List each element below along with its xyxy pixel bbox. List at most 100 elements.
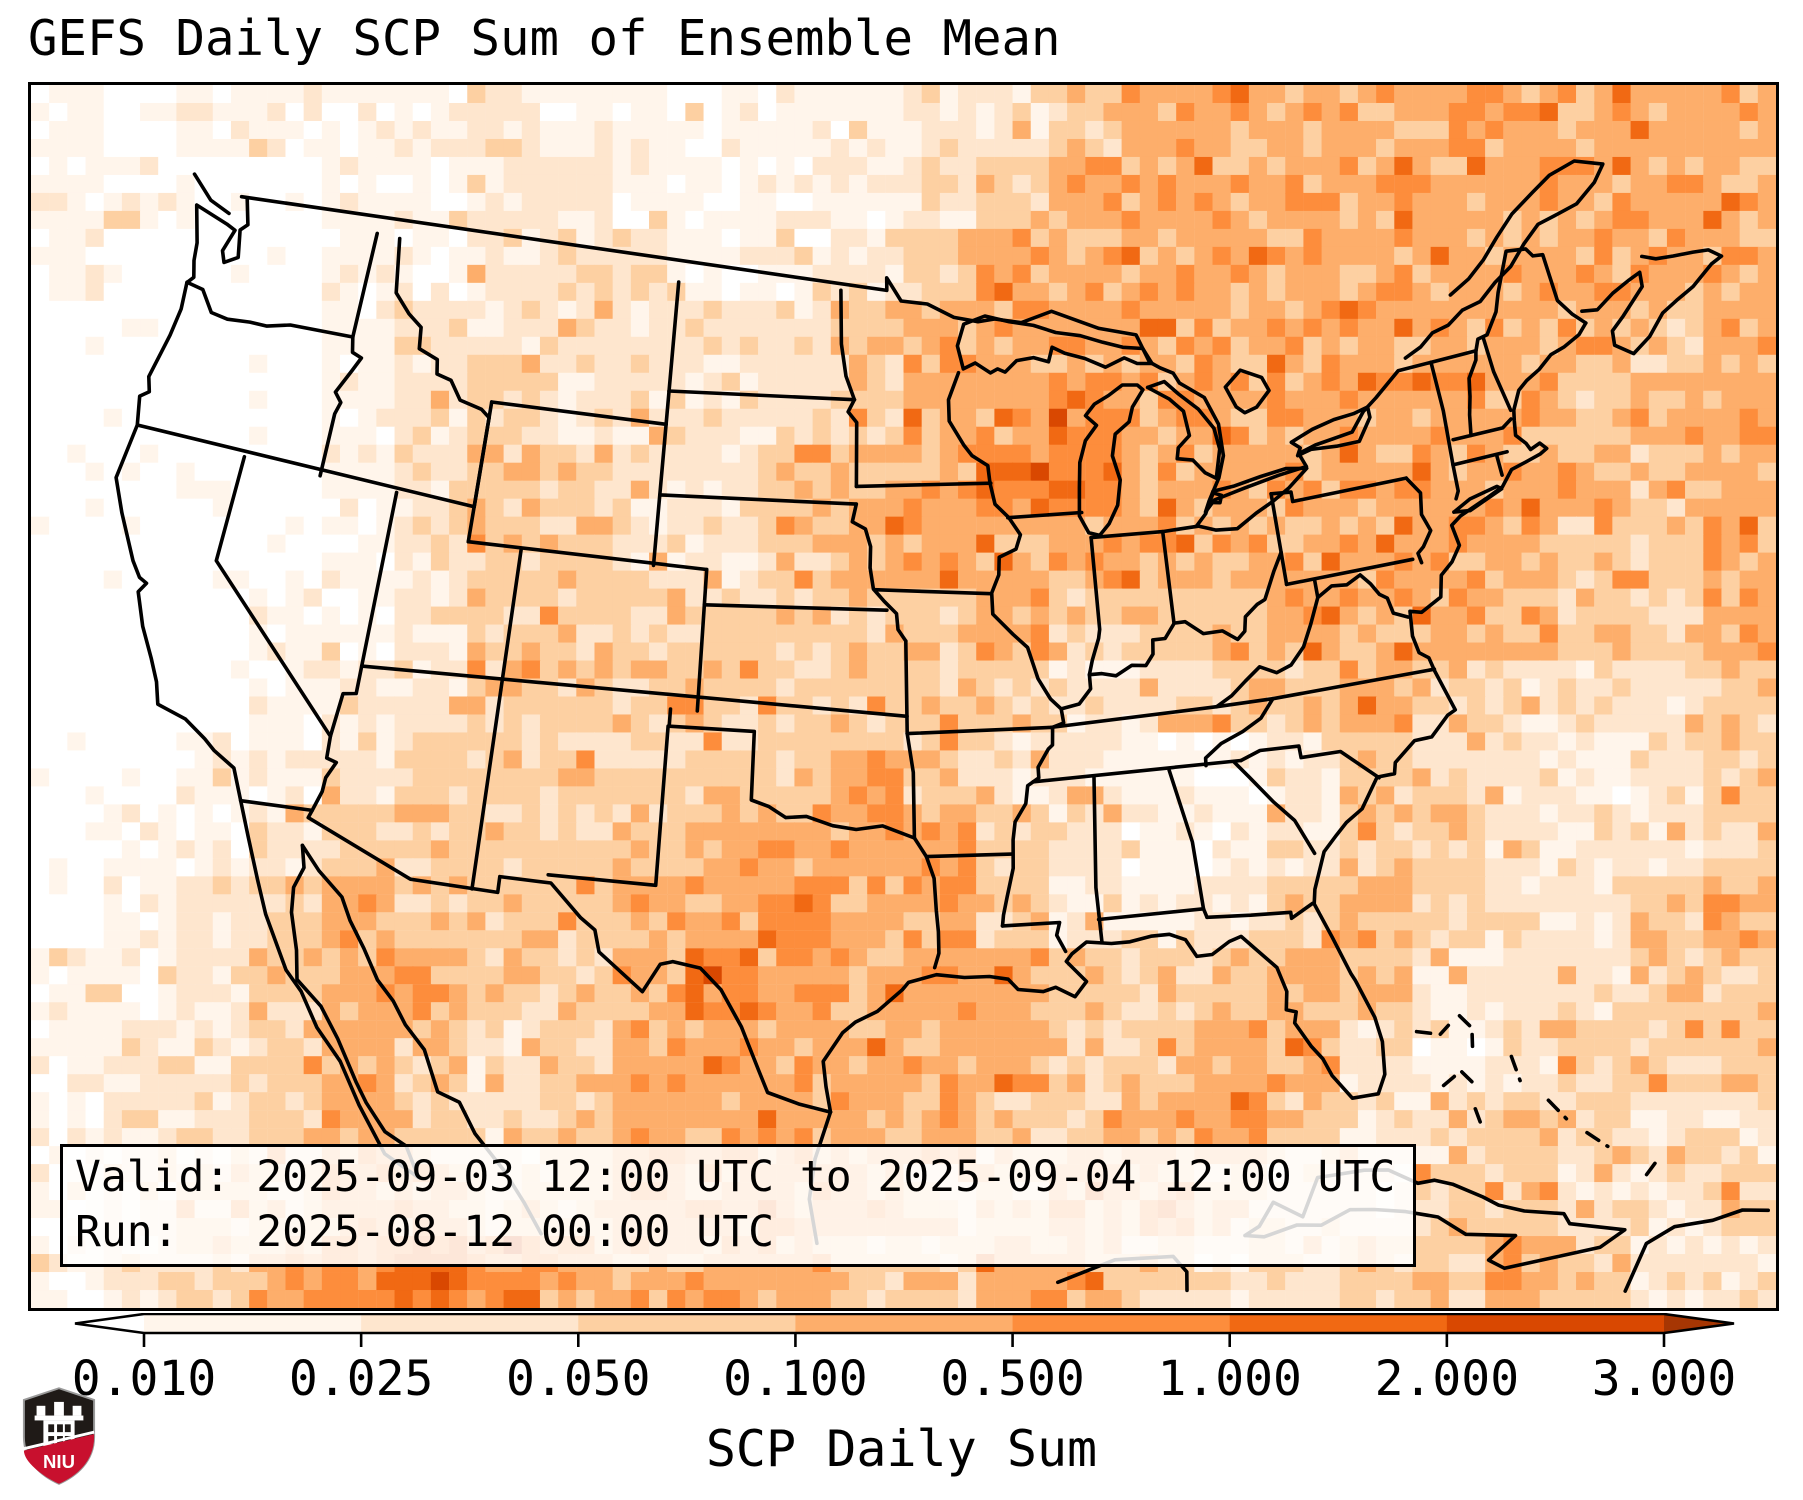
map-feature-bahamas-eleuthera bbox=[1509, 1054, 1522, 1083]
map-feature-mi-in-oh-line bbox=[1089, 524, 1200, 540]
map-feature-mason-dixon bbox=[1284, 557, 1415, 587]
map-feature-bahamas-longisland bbox=[1546, 1098, 1569, 1121]
map-feature-oh-pa-border bbox=[1269, 492, 1289, 587]
map-feature-mn-nd-red-river bbox=[839, 288, 857, 402]
map-feature-id-mt-border bbox=[394, 236, 491, 420]
map-feature-ne-ks-border bbox=[702, 603, 889, 612]
map-feature-wv-va-border bbox=[1214, 595, 1320, 709]
map-feature-canada-border bbox=[239, 194, 1588, 514]
map-feature-bahamas-grand bbox=[1414, 1023, 1451, 1037]
colorbar-under-arrow bbox=[75, 1314, 144, 1333]
map-borders-svg bbox=[114, 159, 1770, 1293]
map-feature-parallel-42 bbox=[135, 423, 476, 509]
run-time-text: Run: 2025-08-12 00:00 UTC bbox=[75, 1207, 774, 1257]
colorbar-tick-labels: 0.010 0.025 0.050 0.100 0.500 1.000 2.000 3.000 bbox=[0, 1351, 1803, 1411]
map-feature-ok-east bbox=[905, 731, 917, 840]
map-feature-bahamas-andros bbox=[1441, 1069, 1476, 1088]
map-feature-wy-north bbox=[489, 400, 668, 427]
colorbar-tick-label: 2.000 bbox=[1374, 1351, 1520, 1407]
colorbar-segment bbox=[144, 1314, 362, 1333]
map-feature-parallel-41 bbox=[466, 539, 709, 572]
map-feature-ms-la-border bbox=[1000, 920, 1068, 954]
map-feature-mn-ia-border bbox=[854, 481, 993, 489]
map-feature-ga-al-border bbox=[1167, 768, 1209, 920]
colorbar-tick-label: 0.100 bbox=[723, 1351, 868, 1407]
scp-heatmap-canvas bbox=[31, 85, 1776, 1308]
map-feature-potomac bbox=[1312, 573, 1411, 619]
colorbar-tick-label: 0.500 bbox=[940, 1351, 1085, 1407]
map-feature-mo-ar-border bbox=[905, 725, 1053, 736]
map-feature-nv-ut-az-border bbox=[328, 490, 399, 739]
map-feature-nova-scotia-coast bbox=[1580, 248, 1724, 356]
map-feature-or-id-border bbox=[318, 335, 364, 478]
map-feature-georgian-bay bbox=[1223, 368, 1271, 415]
map-feature-wa-id-border bbox=[351, 231, 379, 339]
figure-title: GEFS Daily SCP Sum of Ensemble Mean bbox=[28, 10, 1061, 67]
niu-logo-text: NIU bbox=[43, 1451, 75, 1472]
colorbar-segment bbox=[1229, 1314, 1448, 1333]
map-feature-ga-sc-border bbox=[1232, 760, 1317, 856]
map-feature-bahamas-exuma bbox=[1473, 1107, 1485, 1132]
colorbar-segment bbox=[795, 1314, 1014, 1333]
map-feature-la-ar-border bbox=[924, 852, 1014, 859]
colorbar-title: SCP Daily Sum bbox=[705, 1420, 1098, 1478]
map-feature-bahamas-abaco bbox=[1457, 1014, 1475, 1049]
map-feature-ia-mo-border bbox=[872, 587, 993, 596]
map-feature-bahamas-crooked bbox=[1585, 1130, 1610, 1149]
map-feature-lake-erie bbox=[1195, 466, 1309, 532]
map-feature-vt-nh-border bbox=[1467, 348, 1478, 438]
valid-time-text: Valid: 2025-09-03 12:00 UTC to 2025-09-0… bbox=[75, 1152, 1396, 1202]
colorbar-tick-label: 0.010 bbox=[71, 1351, 217, 1407]
colorbar-segment bbox=[1446, 1314, 1665, 1333]
map-feature-nc-sc-border bbox=[1239, 744, 1381, 780]
map-feature-wi-il-border bbox=[1006, 510, 1084, 520]
map-feature-ut-co-border bbox=[499, 548, 523, 692]
map-feature-ma-north bbox=[1451, 417, 1513, 442]
map-feature-lake-ontario bbox=[1289, 405, 1372, 458]
map-feature-lake-huron bbox=[1145, 379, 1222, 480]
map-feature-turks bbox=[1644, 1158, 1659, 1177]
map-feature-co-east bbox=[695, 567, 709, 713]
map-feature-mt-nd-east bbox=[664, 280, 681, 427]
map-feature-mo-west bbox=[904, 639, 909, 736]
map-feature-missouri-river bbox=[850, 502, 908, 643]
colorbar-tick-label: 3.000 bbox=[1591, 1351, 1737, 1407]
colorbar-over-arrow bbox=[1664, 1314, 1734, 1333]
map-feature-west-coast bbox=[114, 196, 250, 803]
map-panel bbox=[28, 82, 1779, 1311]
map-feature-ct-ri-border bbox=[1494, 452, 1504, 477]
map-feature-lake-michigan bbox=[1077, 383, 1145, 538]
map-feature-al-fl-border bbox=[1096, 907, 1206, 922]
map-feature-lake-superior bbox=[955, 314, 1154, 375]
map-feature-mn-sd-border bbox=[846, 397, 859, 489]
map-feature-vancouver-island bbox=[192, 172, 231, 216]
map-feature-ny-east bbox=[1429, 360, 1460, 501]
map-feature-pa-north bbox=[1269, 476, 1408, 504]
map-feature-ok-panhandle-red-river bbox=[667, 707, 917, 840]
map-feature-ar-tx-border bbox=[912, 836, 929, 859]
map-feature-us-mexico-border bbox=[238, 798, 833, 1114]
colorbar-segment bbox=[578, 1314, 797, 1333]
map-feature-parallel-37 bbox=[359, 664, 909, 719]
map-feature-tx-nm-border bbox=[546, 724, 670, 888]
colorbar-tick-label: 1.000 bbox=[1157, 1351, 1302, 1407]
map-feature-baja-california bbox=[238, 798, 421, 1180]
colorbar-segment bbox=[361, 1314, 579, 1333]
colorbar-segment bbox=[1012, 1314, 1231, 1333]
map-feature-az-nm-border bbox=[470, 688, 503, 891]
map-feature-tx-la-border bbox=[924, 854, 941, 970]
colorbar-tick-label: 0.050 bbox=[506, 1351, 651, 1407]
map-feature-sd-ne-border bbox=[658, 493, 859, 506]
valid-run-info-box: Valid: 2025-09-03 12:00 UTC to 2025-09-0… bbox=[60, 1144, 1416, 1267]
map-feature-il-in-border bbox=[1087, 535, 1102, 677]
map-feature-long-island bbox=[1452, 484, 1504, 514]
map-feature-parallel-35 bbox=[1031, 758, 1243, 784]
map-feature-parallel-36-5 bbox=[1049, 667, 1437, 730]
map-feature-hispaniola bbox=[1623, 1208, 1770, 1293]
map-feature-ca-nv-border bbox=[214, 454, 339, 813]
map-feature-ms-al-border bbox=[1092, 775, 1104, 945]
map-feature-tn-nc-border bbox=[1203, 696, 1275, 768]
map-feature-st-lawrence bbox=[1403, 159, 1605, 360]
map-feature-gulf-atlantic-coast bbox=[821, 321, 1588, 1114]
